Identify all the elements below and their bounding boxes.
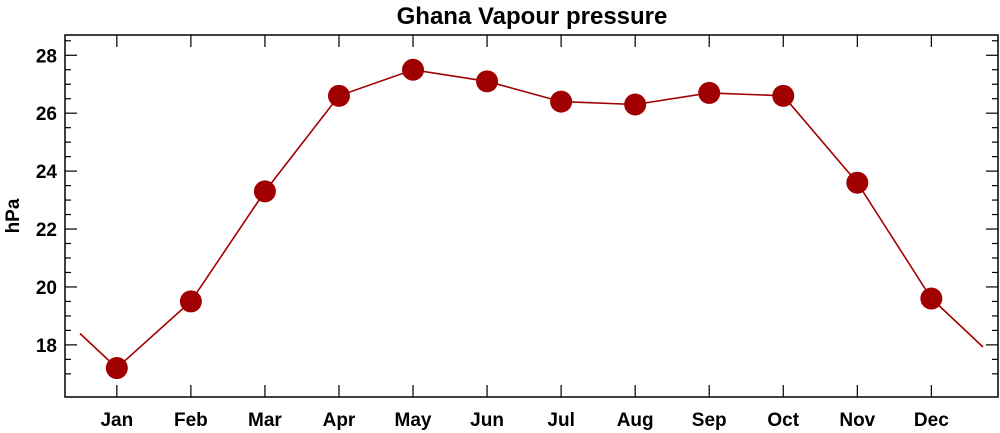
x-tick-label: Feb (174, 410, 208, 431)
data-point (624, 93, 647, 116)
x-tick-label: Jun (470, 410, 504, 431)
x-tick-label: Aug (617, 410, 654, 431)
data-point (698, 81, 721, 104)
x-tick-label: May (395, 410, 432, 431)
x-tick-label: Jan (100, 410, 133, 431)
x-tick-label: Oct (767, 410, 799, 431)
tick-labels: 18 20 22 24 26 28 Jan Feb Mar Apr May Jun Jul Aug Sep O… (36, 46, 949, 431)
y-tick-label: 18 (36, 336, 57, 357)
x-tick-label: Dec (914, 410, 949, 431)
data-point (846, 171, 869, 194)
chart-title: Ghana Vapour pressure (397, 3, 668, 30)
data-point (920, 287, 943, 310)
data-point (550, 90, 573, 113)
axis-ticks (65, 35, 998, 397)
data-point (476, 70, 499, 93)
y-axis-label: hPa (3, 198, 24, 233)
y-tick-label: 24 (36, 162, 58, 183)
y-tick-label: 28 (36, 46, 57, 67)
data-point (105, 357, 128, 380)
x-tick-label: Jul (547, 410, 574, 431)
x-tick-label: Nov (839, 410, 875, 431)
data-point (402, 58, 425, 81)
x-tick-label: Sep (692, 410, 727, 431)
x-tick-label: Mar (248, 410, 282, 431)
series-group (79, 68, 984, 370)
marker-group (105, 58, 943, 380)
data-point (253, 180, 276, 203)
y-tick-label: 26 (36, 104, 57, 125)
y-tick-label: 20 (36, 278, 57, 299)
x-tick-label: Apr (323, 410, 356, 431)
series-line (79, 68, 984, 370)
plot-frame (64, 34, 999, 398)
data-point (327, 84, 350, 107)
y-tick-label: 22 (36, 220, 57, 241)
data-point (179, 290, 202, 313)
data-point (772, 84, 795, 107)
